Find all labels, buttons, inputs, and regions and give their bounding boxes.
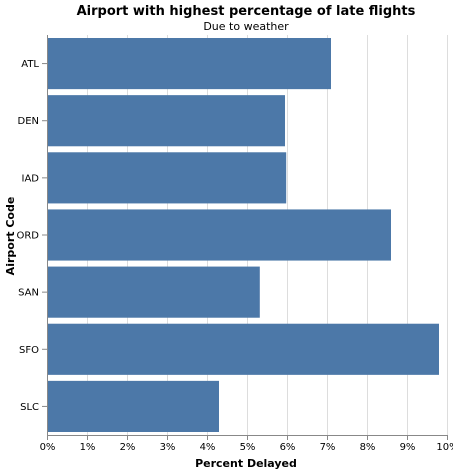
x-tick-label: 7%: [320, 442, 336, 453]
x-tick-label: 0%: [40, 442, 56, 453]
bar-den: [47, 95, 285, 147]
y-tick-label: SAN: [18, 288, 39, 299]
x-tick-label: 9%: [400, 442, 416, 453]
x-axis-title: Percent Delayed: [195, 457, 297, 470]
bar-iad: [47, 152, 287, 204]
bars: [47, 38, 439, 432]
bar-sfo: [47, 323, 439, 375]
y-axis-title: Airport Code: [4, 197, 17, 276]
chart-subtitle: Due to weather: [203, 20, 289, 33]
x-tick-label: 6%: [280, 442, 296, 453]
bar-atl: [47, 38, 331, 90]
x-tick-label: 8%: [360, 442, 376, 453]
y-tick-label: ATL: [21, 59, 39, 70]
x-tick-label: 2%: [120, 442, 136, 453]
x-tick-label: 3%: [160, 442, 176, 453]
x-tick-label: 5%: [240, 442, 256, 453]
chart-title: Airport with highest percentage of late …: [77, 4, 416, 19]
y-tick-label: SFO: [19, 345, 39, 356]
axes: 0% 1% 2% 3% 4% 5% 6% 7% 8% 9% 10% ATL DEN IAD ORD SAN SF…: [16, 35, 453, 453]
y-tick-label: IAD: [22, 173, 40, 184]
bar-slc: [47, 380, 219, 432]
x-tick-label: 1%: [80, 442, 96, 453]
x-tick-label: 4%: [200, 442, 216, 453]
y-tick-label: DEN: [18, 116, 40, 127]
y-tick-label: SLC: [20, 402, 39, 413]
bar-ord: [47, 209, 391, 261]
x-tick-label: 10%: [436, 442, 453, 453]
y-tick-label: ORD: [16, 231, 39, 242]
bar-san: [47, 266, 260, 318]
